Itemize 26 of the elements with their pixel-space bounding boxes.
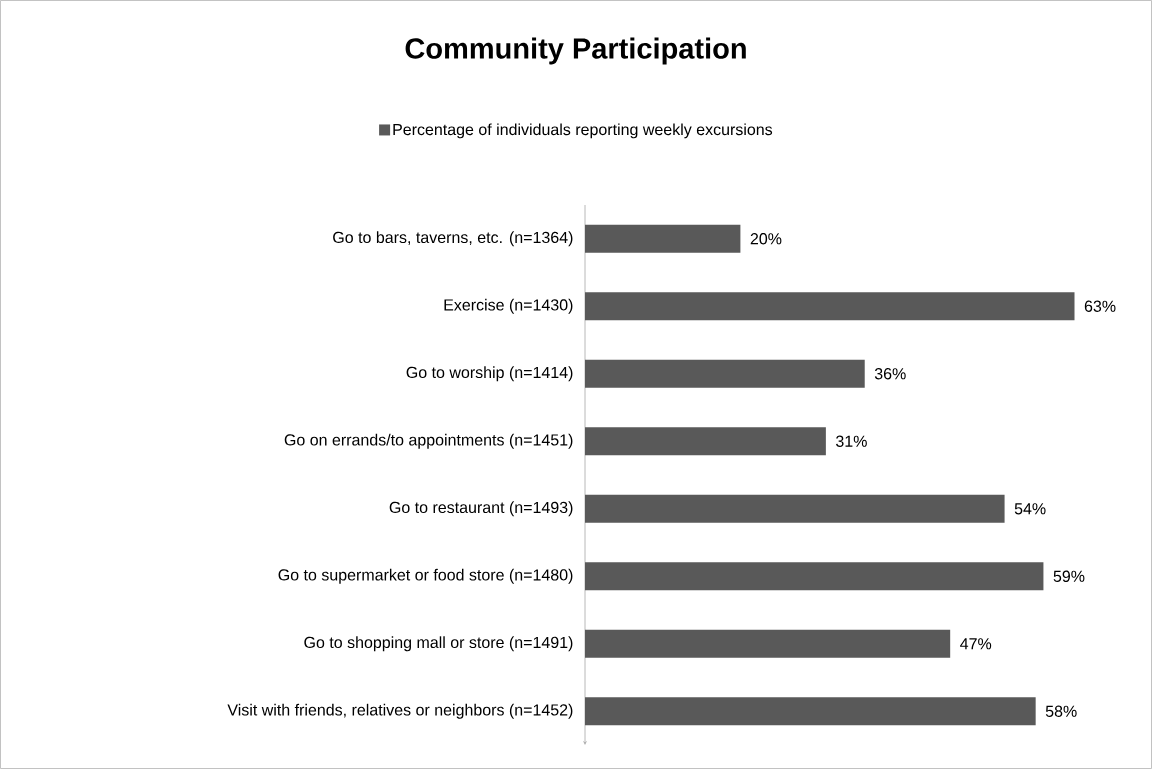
bar <box>585 494 1005 523</box>
y-tick-label: Exercise (n=1430) <box>444 298 573 314</box>
y-tick-label: Visit with friends, relatives or neighbors (n=1452) <box>227 703 573 719</box>
bar <box>585 292 1075 321</box>
bar <box>585 697 1036 726</box>
y-tick-label: Go on errands/to appointments (n=1451) <box>284 433 573 449</box>
y-tick-label: Go to shopping mall or store (n=1491) <box>304 636 573 652</box>
data-label: 31% <box>836 435 867 447</box>
bar <box>585 427 826 456</box>
data-label: 54% <box>1014 503 1046 515</box>
bar <box>585 359 865 388</box>
y-tick-label: Go to supermarket or food store (n=1480) <box>278 568 573 584</box>
data-label: 47% <box>960 638 992 650</box>
data-label: 59% <box>1053 570 1085 582</box>
bar <box>585 629 951 658</box>
y-tick-label: Go to bars, taverns, etc. (n=1364) <box>333 231 573 247</box>
bar <box>585 562 1044 591</box>
chart-title: Community Participation <box>405 37 746 65</box>
data-label: 20% <box>750 233 782 245</box>
data-label: 63% <box>1084 300 1116 312</box>
y-tick-label: Go to restaurant (n=1493) <box>389 501 573 517</box>
data-label: 58% <box>1045 705 1077 717</box>
y-tick-label: Go to worship (n=1414) <box>406 366 573 382</box>
legend-label: Percentage of individuals reporting weekly excursions <box>393 123 773 139</box>
bar <box>585 224 741 253</box>
data-label: 36% <box>874 368 906 380</box>
